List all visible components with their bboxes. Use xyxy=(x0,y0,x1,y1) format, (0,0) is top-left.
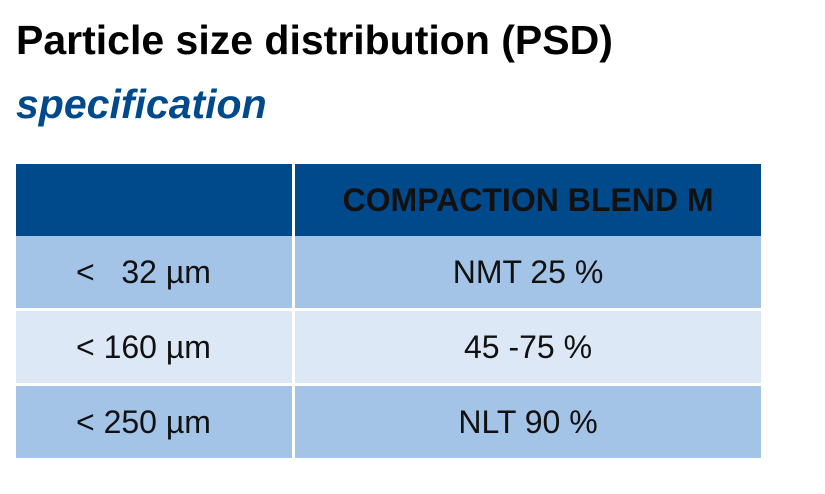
psd-spec-table: COMPACTION BLEND M < 32 µm NMT 25 % < 16… xyxy=(16,164,761,458)
page-subtitle: specification xyxy=(16,81,267,127)
table-header-row: COMPACTION BLEND M xyxy=(16,164,761,236)
table-row: < 160 µm 45 -75 % xyxy=(16,311,761,386)
size-cell: < 160 µm xyxy=(16,311,295,386)
spec-cell: NLT 90 % xyxy=(295,386,761,458)
size-cell: < 32 µm xyxy=(16,236,295,311)
column-header-compaction-blend-m: COMPACTION BLEND M xyxy=(295,164,761,236)
size-cell: < 250 µm xyxy=(16,386,295,458)
spec-cell: 45 -75 % xyxy=(295,311,761,386)
table-row: < 32 µm NMT 25 % xyxy=(16,236,761,311)
spec-cell: NMT 25 % xyxy=(295,236,761,311)
column-header-size xyxy=(16,164,295,236)
table-row: < 250 µm NLT 90 % xyxy=(16,386,761,458)
page-title: Particle size distribution (PSD) xyxy=(16,17,613,63)
